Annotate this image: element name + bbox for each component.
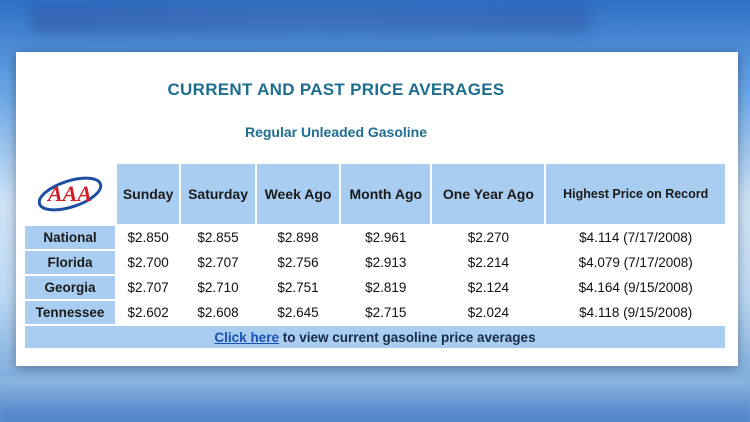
table-row: National $2.850 $2.855 $2.898 $2.961 $2.… [25, 226, 725, 249]
table-footer-row: Click here to view current gasoline pric… [25, 326, 725, 348]
cell-value: $2.608 [181, 301, 255, 324]
column-header-week-ago: Week Ago [256, 164, 340, 224]
cell-value: $2.913 [341, 251, 431, 274]
blurred-background-bottom [0, 378, 750, 422]
aaa-logo-icon: AAA [37, 176, 103, 212]
aaa-logo-text: AAA [46, 181, 92, 206]
cell-value: $2.715 [341, 301, 431, 324]
cell-value: $2.819 [341, 276, 431, 299]
row-label-georgia: Georgia [25, 276, 115, 299]
cell-value: $2.707 [117, 276, 180, 299]
cell-value: $2.214 [432, 251, 545, 274]
table-row: Tennessee $2.602 $2.608 $2.645 $2.715 $2… [25, 301, 725, 324]
table-row: Georgia $2.707 $2.710 $2.751 $2.819 $2.1… [25, 276, 725, 299]
table-header-row: AAA Sunday Saturday Week Ago Month Ago O… [25, 164, 725, 224]
cell-value-record: $4.118 (9/15/2008) [546, 301, 725, 324]
logo-cell: AAA [25, 164, 115, 224]
blurred-headline [30, 4, 590, 34]
footer-text: to view current gasoline price averages [278, 329, 536, 345]
cell-value-record: $4.114 (7/17/2008) [546, 226, 725, 249]
column-header-highest-record: Highest Price on Record [546, 164, 725, 224]
cell-value: $2.124 [432, 276, 545, 299]
cell-value: $2.270 [432, 226, 545, 249]
cell-value: $2.602 [117, 301, 180, 324]
cell-value: $2.024 [432, 301, 545, 324]
cell-value: $2.961 [341, 226, 431, 249]
click-here-link[interactable]: Click here [214, 329, 279, 345]
cell-value: $2.707 [181, 251, 255, 274]
column-header-sunday: Sunday [117, 164, 180, 224]
cell-value: $2.710 [181, 276, 255, 299]
cell-value: $2.855 [181, 226, 255, 249]
cell-value-record: $4.079 (7/17/2008) [546, 251, 725, 274]
column-header-saturday: Saturday [181, 164, 255, 224]
footer-cell: Click here to view current gasoline pric… [25, 326, 725, 348]
cell-value: $2.850 [117, 226, 180, 249]
table-row: Florida $2.700 $2.707 $2.756 $2.913 $2.2… [25, 251, 725, 274]
cell-value: $2.751 [256, 276, 340, 299]
row-label-tennessee: Tennessee [25, 301, 115, 324]
cell-value: $2.898 [256, 226, 340, 249]
price-table: AAA Sunday Saturday Week Ago Month Ago O… [23, 162, 727, 350]
cell-value-record: $4.164 (9/15/2008) [546, 276, 725, 299]
cell-value: $2.645 [256, 301, 340, 324]
row-label-national: National [25, 226, 115, 249]
column-header-month-ago: Month Ago [341, 164, 431, 224]
page-subtitle: Regular Unleaded Gasoline [244, 124, 428, 140]
price-averages-card: CURRENT AND PAST PRICE AVERAGES Regular … [16, 52, 738, 366]
page-title: CURRENT AND PAST PRICE AVERAGES [167, 80, 505, 99]
row-label-florida: Florida [25, 251, 115, 274]
cell-value: $2.756 [256, 251, 340, 274]
column-header-one-year-ago: One Year Ago [432, 164, 545, 224]
cell-value: $2.700 [117, 251, 180, 274]
